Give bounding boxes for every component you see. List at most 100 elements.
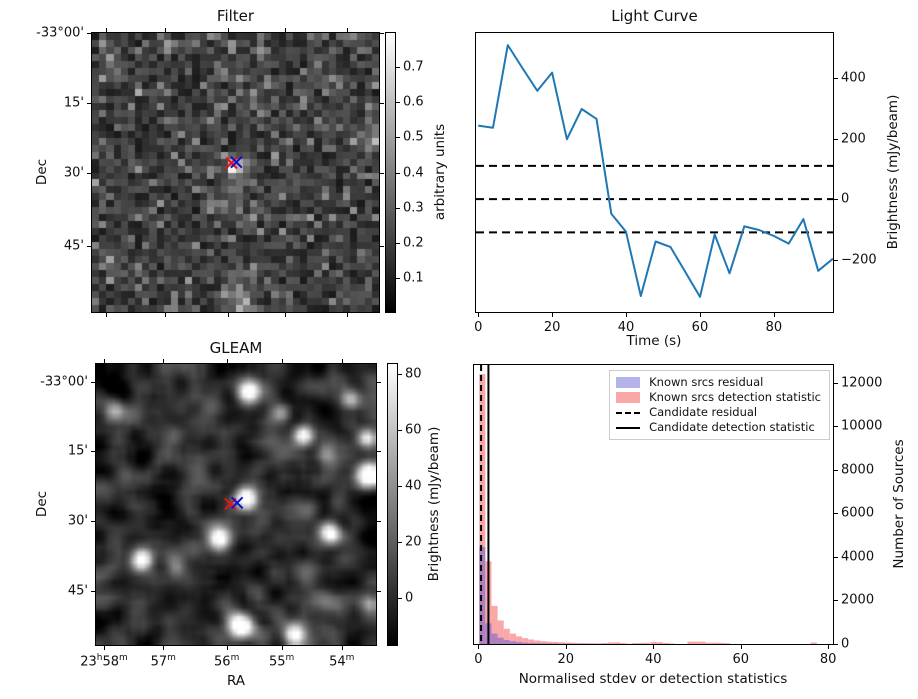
gleam-xtick (341, 646, 343, 650)
legend-label: Candidate detection statistic (649, 420, 815, 434)
hist-bar (509, 633, 517, 644)
hist-bar (552, 642, 559, 644)
hist-bar (497, 637, 504, 644)
hist-bar (516, 642, 523, 644)
catalog-position-blue-x (230, 155, 243, 169)
gleam-position-markers (224, 496, 244, 511)
gleam-xtick-label: 55m (269, 653, 295, 670)
light-curve-axes (475, 32, 834, 313)
histogram-axes: Known srcs residual Known srcs detection … (473, 364, 834, 645)
light-ytick-label: 0 (841, 191, 850, 207)
filter-image-axes (91, 32, 380, 313)
hist-bar (595, 643, 602, 644)
hist-xtick-label: 60 (732, 652, 750, 667)
light-xtick-label: 0 (474, 320, 483, 335)
gleam-xtick-top (281, 359, 283, 363)
gleam-ytick-label: 45' (67, 583, 88, 599)
hist-bar (810, 642, 817, 644)
filter-colorbar-tick-label: 0.7 (403, 59, 424, 75)
gleam-ytick-label: -33°00' (40, 374, 88, 390)
hist-bar (546, 643, 553, 644)
hist-bar (711, 642, 719, 644)
filter-ytick-label: 30' (63, 165, 84, 181)
hist-bar (558, 642, 565, 644)
filter-colorbar-tick (396, 172, 400, 174)
hist-ytick-label: 2000 (841, 592, 875, 608)
gleam-ytick-right (377, 450, 381, 452)
filter-xtick (228, 313, 230, 317)
hist-bar (632, 643, 639, 644)
hist-bar (662, 643, 670, 644)
hist-bar (546, 641, 553, 644)
filter-colorbar-tick-label: 0.5 (403, 129, 424, 145)
hist-bar (522, 642, 529, 644)
gleam-colorbar (387, 363, 398, 646)
legend-dashed-line-swatch (616, 411, 641, 414)
light-curve-line (478, 44, 833, 298)
filter-ytick (87, 103, 91, 105)
hist-bar (601, 643, 608, 644)
filter-colorbar-tick (396, 67, 400, 69)
filter-ytick-label: 15' (63, 95, 84, 111)
gleam-xtick-top (341, 359, 343, 363)
hist-bar (540, 641, 547, 644)
gleam-xtick-label: 23h58m (80, 653, 128, 670)
gleam-image-axes (95, 363, 377, 646)
legend-label: Known srcs detection statistic (649, 390, 821, 404)
gleam-xtick-label: 54m (329, 653, 355, 670)
filter-noise-image (92, 33, 379, 312)
hist-xtick-label: 80 (819, 652, 837, 667)
hist-bar (718, 642, 725, 644)
hist-ytick-label: 10000 (841, 418, 883, 434)
light-ytick (834, 78, 838, 80)
hist-bar (528, 643, 535, 644)
hist-bar (509, 641, 517, 644)
filter-xtick-top (346, 28, 348, 32)
hist-ytick (834, 382, 838, 384)
filter-ytick-label: -33°00' (36, 25, 84, 41)
hist-ytick-label: 0 (841, 636, 850, 652)
hist-bar (589, 643, 596, 644)
legend-label: Candidate residual (649, 405, 758, 419)
filter-colorbar-tick-label: 0.2 (403, 235, 424, 251)
hist-bar (528, 639, 535, 644)
hist-ytick (834, 644, 838, 645)
hist-bar (607, 642, 614, 644)
hist-bar (491, 633, 498, 644)
hist-ytick (834, 469, 838, 471)
histogram-ylabel: Number of Sources (891, 439, 907, 569)
gleam-ytick (91, 590, 95, 592)
light-ytick-label: −200 (841, 252, 877, 268)
light-xtick (552, 313, 554, 317)
hist-bar (669, 643, 676, 644)
gleam-colorbar-tick (398, 598, 402, 600)
filter-ytick-right (380, 245, 384, 247)
hist-ytick (834, 513, 838, 515)
hist-xtick-label: 20 (557, 652, 575, 667)
filter-colorbar-tick (396, 137, 400, 139)
hist-xtick-label: 0 (474, 652, 483, 667)
filter-colorbar-tick-label: 0.1 (403, 270, 424, 286)
light-curve-title: Light Curve (611, 7, 698, 25)
hist-bar (644, 642, 651, 644)
hist-xtick-label: 40 (645, 652, 662, 667)
gleam-colorbar-tick (398, 486, 402, 488)
hist-bar (479, 547, 486, 644)
filter-colorbar-tick-label: 0.3 (403, 200, 424, 216)
legend-row: Known srcs residual (616, 375, 821, 390)
gleam-colorbar-tick-label: 0 (405, 590, 414, 606)
filter-ytick (87, 33, 91, 35)
gleam-xtick-label: 57m (150, 653, 176, 670)
light-curve-ylabel: Brightness (mJy/beam) (885, 94, 901, 250)
gleam-ytick (91, 382, 95, 384)
filter-xtick (346, 313, 348, 317)
hist-bar (705, 642, 712, 644)
light-xtick-label: 80 (765, 320, 783, 335)
hist-bar (491, 605, 498, 644)
hist-ytick (834, 426, 838, 428)
hist-bar (571, 642, 578, 644)
hist-bar (522, 638, 529, 644)
gleam-ytick-right (377, 520, 381, 522)
gleam-xtick-label: 56m (214, 653, 240, 670)
